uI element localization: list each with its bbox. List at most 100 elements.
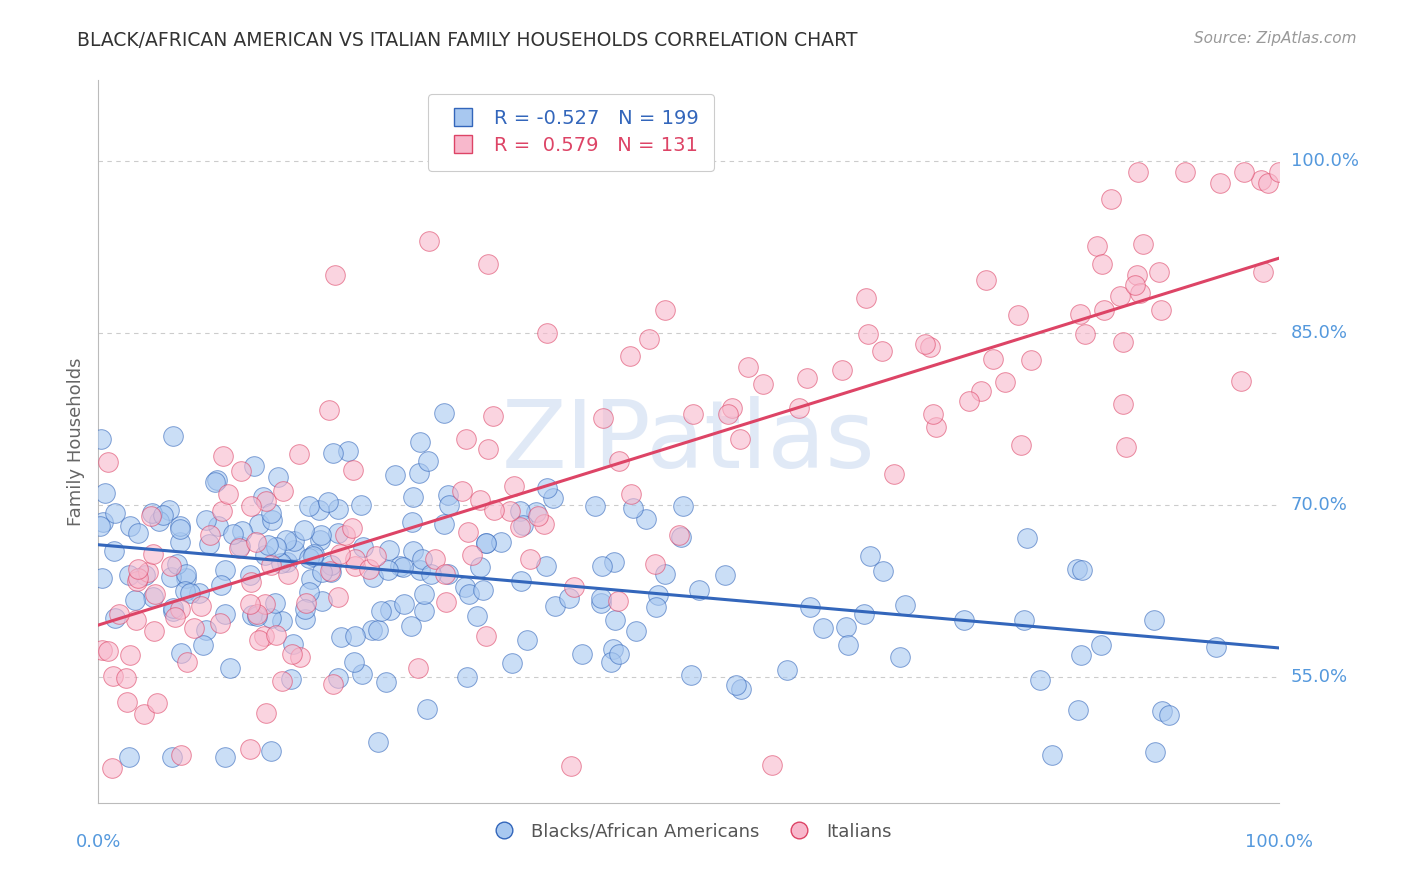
Point [318, 564, 340, 578]
Text: Source: ZipAtlas.com: Source: ZipAtlas.com [1194, 31, 1357, 46]
Point [957, 394, 980, 409]
Point [1019, 352, 1042, 367]
Point [294, 601, 316, 615]
Point [737, 359, 759, 374]
Point [436, 595, 458, 609]
Point [402, 544, 425, 558]
Point [329, 547, 352, 561]
Point [343, 552, 366, 566]
Point [229, 539, 252, 553]
Point [260, 513, 283, 527]
Point [333, 528, 356, 542]
Point [682, 407, 704, 421]
Text: BLACK/AFRICAN AMERICAN VS ITALIAN FAMILY HOUSEHOLDS CORRELATION CHART: BLACK/AFRICAN AMERICAN VS ITALIAN FAMILY… [77, 31, 858, 50]
Point [536, 326, 558, 340]
Point [319, 558, 342, 573]
Point [253, 629, 276, 643]
Point [124, 593, 146, 607]
Point [1257, 177, 1279, 191]
Point [211, 504, 233, 518]
Point [654, 302, 676, 317]
Point [103, 543, 125, 558]
Point [336, 444, 359, 458]
Point [211, 577, 233, 591]
Text: 100.0%: 100.0% [1246, 833, 1313, 851]
Point [681, 667, 703, 681]
Point [281, 636, 304, 650]
Point [776, 663, 799, 677]
Point [454, 581, 477, 595]
Point [169, 535, 191, 549]
Point [316, 495, 339, 509]
Point [240, 500, 263, 514]
Point [104, 611, 127, 625]
Point [380, 602, 402, 616]
Point [302, 549, 325, 563]
Point [406, 661, 429, 675]
Point [434, 566, 457, 581]
Point [509, 574, 531, 588]
Point [254, 548, 277, 562]
Point [277, 567, 299, 582]
Point [276, 555, 298, 569]
Point [207, 518, 229, 533]
Point [318, 403, 340, 417]
Point [499, 504, 522, 518]
Point [1268, 165, 1291, 179]
Point [491, 535, 513, 549]
Point [143, 624, 166, 638]
Point [477, 442, 499, 456]
Point [179, 586, 201, 600]
Point [536, 481, 558, 495]
Point [837, 638, 859, 652]
Point [271, 673, 294, 688]
Point [1251, 265, 1274, 279]
Point [169, 602, 191, 616]
Point [298, 585, 321, 599]
Point [564, 580, 586, 594]
Point [361, 623, 384, 637]
Point [669, 530, 692, 544]
Point [344, 629, 367, 643]
Point [254, 706, 277, 720]
Point [257, 538, 280, 552]
Point [1071, 564, 1094, 578]
Point [1012, 613, 1035, 627]
Point [118, 519, 141, 533]
Point [970, 384, 993, 399]
Point [188, 586, 211, 600]
Point [322, 676, 344, 690]
Point [264, 628, 287, 642]
Point [288, 650, 311, 665]
Point [91, 516, 114, 530]
Point [619, 349, 641, 363]
Point [148, 514, 170, 528]
Point [240, 575, 263, 590]
Point [1074, 327, 1097, 342]
Point [468, 560, 491, 574]
Point [981, 351, 1004, 366]
Point [97, 643, 120, 657]
Point [1157, 708, 1180, 723]
Point [1040, 748, 1063, 763]
Y-axis label: Family Households: Family Households [66, 358, 84, 525]
Point [104, 507, 127, 521]
Point [1250, 173, 1272, 187]
Point [283, 533, 305, 548]
Point [835, 620, 858, 634]
Point [450, 483, 472, 498]
Point [270, 614, 292, 628]
Point [524, 504, 547, 518]
Point [1070, 648, 1092, 662]
Point [328, 591, 350, 605]
Point [1090, 638, 1112, 652]
Point [728, 432, 751, 446]
Point [634, 511, 657, 525]
Point [91, 642, 114, 657]
Point [299, 572, 322, 586]
Point [101, 668, 124, 682]
Point [624, 624, 647, 639]
Point [1126, 268, 1149, 283]
Point [311, 565, 333, 579]
Point [592, 411, 614, 425]
